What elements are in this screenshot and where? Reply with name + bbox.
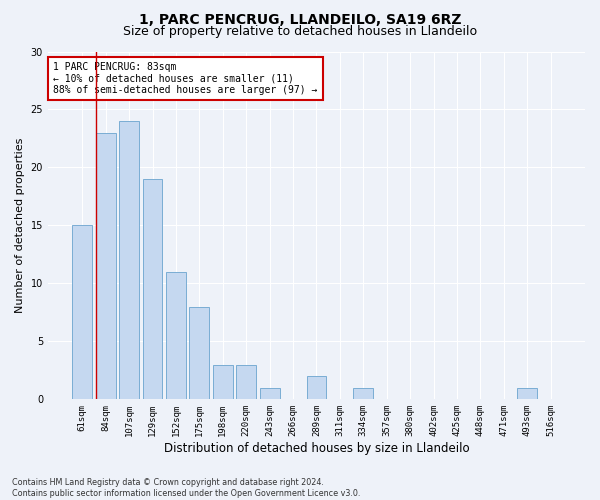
Bar [236,364,256,400]
Text: 1, PARC PENCRUG, LLANDEILO, SA19 6RZ: 1, PARC PENCRUG, LLANDEILO, SA19 6RZ [139,12,461,26]
X-axis label: Distribution of detached houses by size in Llandeilo: Distribution of detached houses by size … [164,442,469,455]
Y-axis label: Number of detached properties: Number of detached properties [15,138,25,313]
Text: Size of property relative to detached houses in Llandeilo: Size of property relative to detached ho… [123,25,477,38]
Bar [260,388,280,400]
Bar [73,226,92,400]
Bar [307,376,326,400]
Bar [353,388,373,400]
Text: 1 PARC PENCRUG: 83sqm
← 10% of detached houses are smaller (11)
88% of semi-deta: 1 PARC PENCRUG: 83sqm ← 10% of detached … [53,62,317,95]
Bar [96,132,116,400]
Text: Contains HM Land Registry data © Crown copyright and database right 2024.
Contai: Contains HM Land Registry data © Crown c… [12,478,361,498]
Bar [166,272,186,400]
Bar [213,364,233,400]
Bar [119,121,139,400]
Bar [517,388,537,400]
Bar [190,306,209,400]
Bar [143,179,163,400]
